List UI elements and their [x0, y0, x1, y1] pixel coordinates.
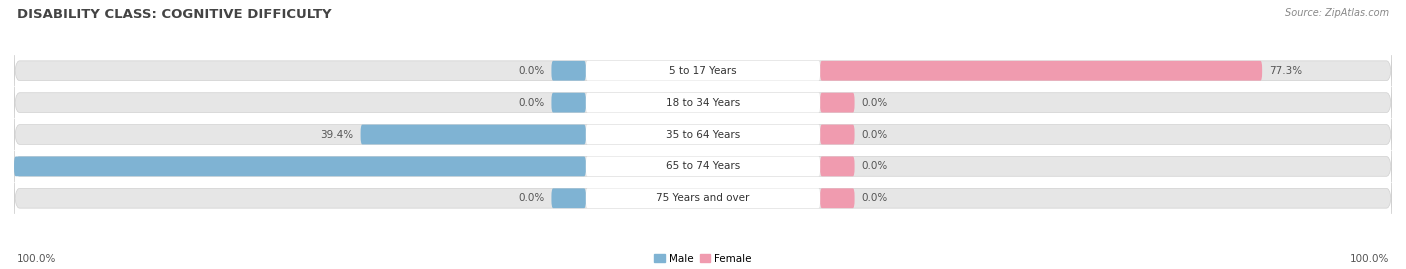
Text: 75 Years and over: 75 Years and over [657, 193, 749, 203]
FancyBboxPatch shape [820, 157, 855, 176]
Text: 65 to 74 Years: 65 to 74 Years [666, 161, 740, 171]
FancyBboxPatch shape [586, 93, 820, 112]
Text: 35 to 64 Years: 35 to 64 Years [666, 129, 740, 140]
Text: Source: ZipAtlas.com: Source: ZipAtlas.com [1285, 8, 1389, 18]
Text: 0.0%: 0.0% [862, 98, 887, 108]
FancyBboxPatch shape [14, 157, 586, 176]
Text: 5 to 17 Years: 5 to 17 Years [669, 66, 737, 76]
FancyBboxPatch shape [820, 61, 1263, 81]
FancyBboxPatch shape [586, 125, 820, 144]
Text: 0.0%: 0.0% [519, 193, 544, 203]
Text: 0.0%: 0.0% [862, 129, 887, 140]
FancyBboxPatch shape [820, 125, 855, 144]
Text: DISABILITY CLASS: COGNITIVE DIFFICULTY: DISABILITY CLASS: COGNITIVE DIFFICULTY [17, 8, 332, 21]
FancyBboxPatch shape [586, 157, 820, 176]
FancyBboxPatch shape [820, 188, 855, 208]
Legend: Male, Female: Male, Female [654, 254, 752, 264]
Text: 100.0%: 100.0% [1350, 254, 1389, 264]
FancyBboxPatch shape [551, 61, 586, 81]
Text: 0.0%: 0.0% [862, 193, 887, 203]
Text: 100.0%: 100.0% [0, 161, 7, 171]
FancyBboxPatch shape [551, 93, 586, 112]
FancyBboxPatch shape [586, 61, 820, 81]
FancyBboxPatch shape [14, 119, 1392, 150]
Text: 77.3%: 77.3% [1270, 66, 1302, 76]
Text: 100.0%: 100.0% [17, 254, 56, 264]
FancyBboxPatch shape [14, 183, 1392, 214]
FancyBboxPatch shape [820, 93, 855, 112]
FancyBboxPatch shape [360, 125, 586, 144]
Text: 39.4%: 39.4% [321, 129, 354, 140]
FancyBboxPatch shape [586, 188, 820, 208]
FancyBboxPatch shape [14, 87, 1392, 118]
Text: 0.0%: 0.0% [519, 66, 544, 76]
Text: 0.0%: 0.0% [862, 161, 887, 171]
FancyBboxPatch shape [14, 151, 1392, 182]
FancyBboxPatch shape [551, 188, 586, 208]
Text: 18 to 34 Years: 18 to 34 Years [666, 98, 740, 108]
Text: 0.0%: 0.0% [519, 98, 544, 108]
FancyBboxPatch shape [14, 55, 1392, 86]
